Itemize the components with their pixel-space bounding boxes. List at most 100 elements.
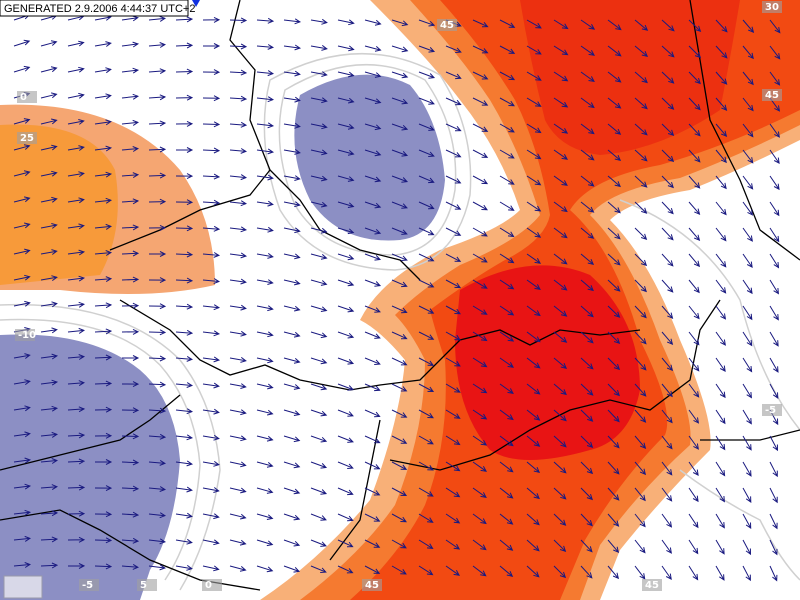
wind-arrow xyxy=(688,435,699,450)
wind-arrow xyxy=(40,405,59,412)
wind-arrow xyxy=(526,539,540,552)
wind-arrow xyxy=(67,249,86,256)
wind-arrow xyxy=(688,461,699,477)
wind-arrow xyxy=(418,461,434,471)
wind-arrow xyxy=(634,149,648,162)
wind-arrow xyxy=(364,71,382,78)
wind-arrow xyxy=(715,253,727,268)
wind-arrow xyxy=(13,222,31,229)
wind-arrow xyxy=(472,539,487,551)
wind-arrow xyxy=(769,123,780,138)
wind-arrow xyxy=(634,175,648,188)
wind-arrow xyxy=(202,356,221,363)
wind-arrow xyxy=(553,175,568,186)
wind-arrow xyxy=(526,279,541,290)
wind-arrow xyxy=(256,200,274,207)
wind-arrow xyxy=(364,513,381,522)
wind-arrow xyxy=(391,565,407,575)
wind-arrow xyxy=(121,302,140,309)
wind-arrow xyxy=(688,539,699,555)
wind-arrow xyxy=(688,45,702,59)
wind-arrow xyxy=(445,45,462,53)
wind-arrow xyxy=(661,71,675,84)
wind-arrow xyxy=(472,227,488,237)
wind-arrow xyxy=(580,565,593,579)
wind-arrow xyxy=(580,19,596,30)
wind-arrow xyxy=(364,565,381,574)
wind-arrow xyxy=(634,409,647,423)
wind-arrow xyxy=(391,539,407,549)
wind-arrow xyxy=(310,123,328,130)
wind-arrow xyxy=(148,459,167,466)
wind-arrow xyxy=(661,97,675,110)
wind-arrow xyxy=(148,224,167,231)
wind-arrow xyxy=(580,487,593,501)
wind-arrow xyxy=(202,408,220,415)
wind-arrow xyxy=(526,461,541,474)
wind-arrow xyxy=(67,223,85,230)
wind-arrow xyxy=(472,253,488,263)
wind-arrow xyxy=(418,227,435,236)
wind-arrow xyxy=(499,513,514,525)
wind-arrow xyxy=(607,149,622,162)
wind-arrow xyxy=(661,279,674,293)
wind-arrow xyxy=(553,19,569,30)
wind-arrow xyxy=(67,536,86,543)
wind-arrow xyxy=(607,279,621,292)
wind-arrow xyxy=(499,409,514,421)
border xyxy=(109,169,271,251)
wind-arrow xyxy=(256,435,274,442)
wind-arrow xyxy=(310,149,328,156)
wind-arrow xyxy=(391,149,409,157)
wind-arrow xyxy=(256,44,275,50)
wind-arrow xyxy=(337,409,354,417)
wind-arrow xyxy=(418,201,435,210)
wind-arrow xyxy=(499,305,515,316)
wind-arrow xyxy=(499,383,514,394)
wind-arrow xyxy=(337,461,354,469)
wind-arrow xyxy=(688,175,701,189)
wind-arrow xyxy=(769,201,780,217)
wind-arrow xyxy=(634,357,647,371)
wind-arrow xyxy=(526,19,542,29)
wind-arrow xyxy=(13,248,31,255)
wind-arrow xyxy=(310,409,328,417)
wind-arrow xyxy=(688,227,701,242)
contour-label-box xyxy=(642,579,662,591)
wind-arrow xyxy=(40,118,58,125)
wind-arrow xyxy=(94,328,113,335)
wind-arrow xyxy=(715,357,726,373)
wind-arrow xyxy=(283,279,301,286)
wind-arrow xyxy=(391,19,409,27)
wind-arrow xyxy=(310,487,328,495)
wind-arrow xyxy=(742,253,753,269)
wind-arrow xyxy=(418,71,436,79)
generated-text: GENERATED 2.9.2006 4:44:37 UTC+2 xyxy=(4,3,195,15)
wind-arrow xyxy=(526,45,542,55)
wind-arrow xyxy=(769,45,781,60)
contour-labels: 45 30 45 0 25 -10 -5 -5 5 0 45 45 xyxy=(15,1,782,591)
wind-arrow xyxy=(256,513,274,520)
wind-arrow xyxy=(229,461,247,468)
wind-arrow xyxy=(364,461,381,470)
wind-arrow xyxy=(40,144,58,151)
wind-arrow xyxy=(418,253,435,262)
wind-arrow xyxy=(688,19,702,32)
wind-arrow xyxy=(175,68,194,75)
wind-arrow xyxy=(661,539,672,554)
wind-arrow xyxy=(526,487,540,500)
wind-arrow xyxy=(715,461,726,477)
wind-arrow xyxy=(472,279,488,289)
contour-label-box xyxy=(137,579,157,591)
wind-arrow xyxy=(310,227,328,234)
wind-arrow xyxy=(13,39,31,47)
wind-arrow xyxy=(283,565,301,573)
wind-arrow xyxy=(13,118,31,125)
wind-arrow xyxy=(472,19,489,28)
wind-arrow xyxy=(364,227,382,235)
wind-arrow xyxy=(229,539,247,546)
wind-arrow xyxy=(67,510,86,517)
wind-arrow xyxy=(175,512,193,519)
wind-arrow xyxy=(472,149,489,158)
wind-arrow xyxy=(13,274,31,281)
